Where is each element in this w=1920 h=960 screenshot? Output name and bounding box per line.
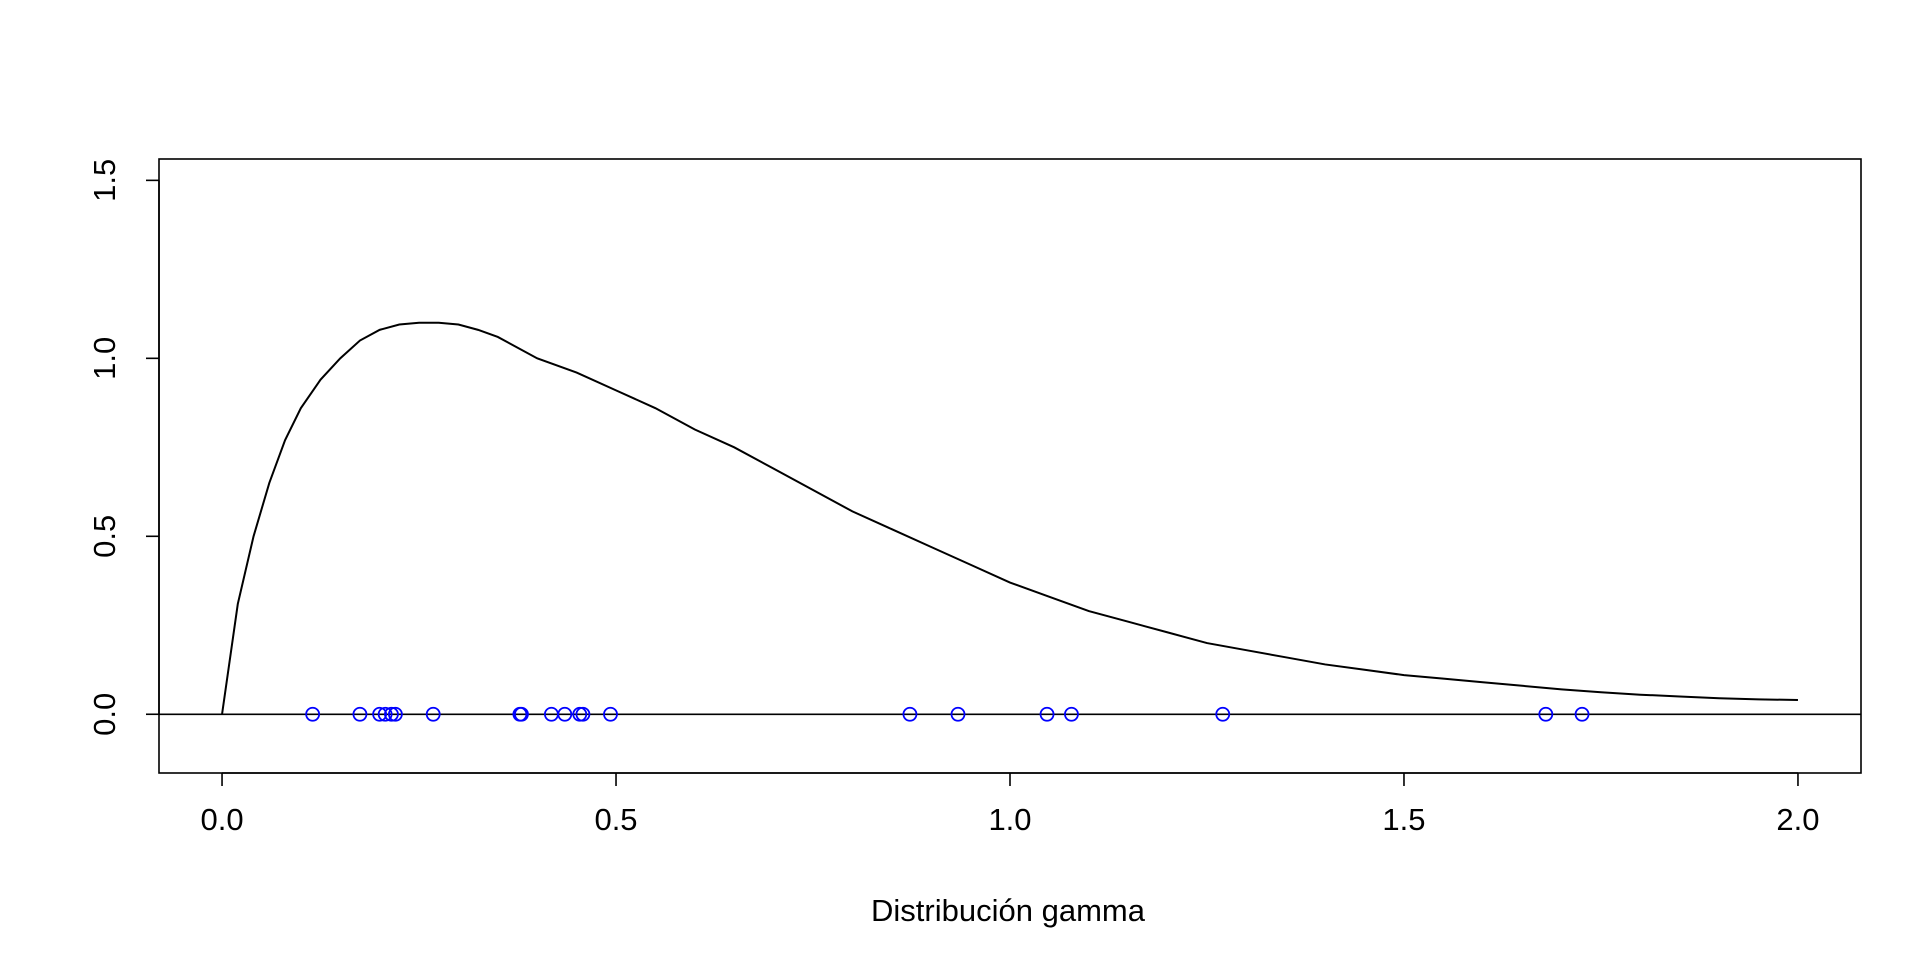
sample-point	[305, 706, 321, 722]
y-tick-label: 0.0	[87, 693, 122, 736]
sample-point	[352, 706, 368, 722]
sample-point	[603, 706, 618, 722]
sample-point	[1538, 706, 1554, 722]
x-tick-label: 0.0	[200, 802, 243, 837]
sample-point	[1039, 706, 1055, 722]
sample-point	[950, 706, 966, 722]
density-curve-line	[221, 321, 1798, 715]
sample-point	[514, 706, 529, 722]
sample-point	[1215, 706, 1231, 722]
sample-point	[1064, 706, 1079, 722]
x-tick-label: 1.5	[1382, 802, 1425, 837]
sample-point	[557, 706, 573, 722]
sample-point	[384, 706, 399, 722]
sample-point	[377, 706, 393, 722]
sample-point	[372, 706, 388, 722]
plot-area	[159, 321, 1861, 722]
y-tick-label: 1.0	[87, 337, 122, 380]
x-tick-label: 1.0	[988, 802, 1031, 837]
x-tick-label: 0.5	[594, 802, 637, 837]
sample-point	[425, 706, 441, 722]
x-axis-title: Distribución gamma	[871, 893, 1146, 928]
sample-point	[575, 706, 591, 722]
plot-frame	[158, 158, 1862, 774]
sample-point	[1574, 706, 1590, 722]
y-tick-label: 1.5	[87, 159, 122, 202]
sample-point	[902, 706, 918, 722]
x-tick-label: 2.0	[1776, 802, 1819, 837]
axes: 0.0 0.5 1.0 1.5 2.0 0.0 0.5 1.0 1.5	[87, 158, 1862, 837]
y-tick-label: 0.5	[87, 515, 122, 558]
sample-point	[387, 706, 403, 722]
